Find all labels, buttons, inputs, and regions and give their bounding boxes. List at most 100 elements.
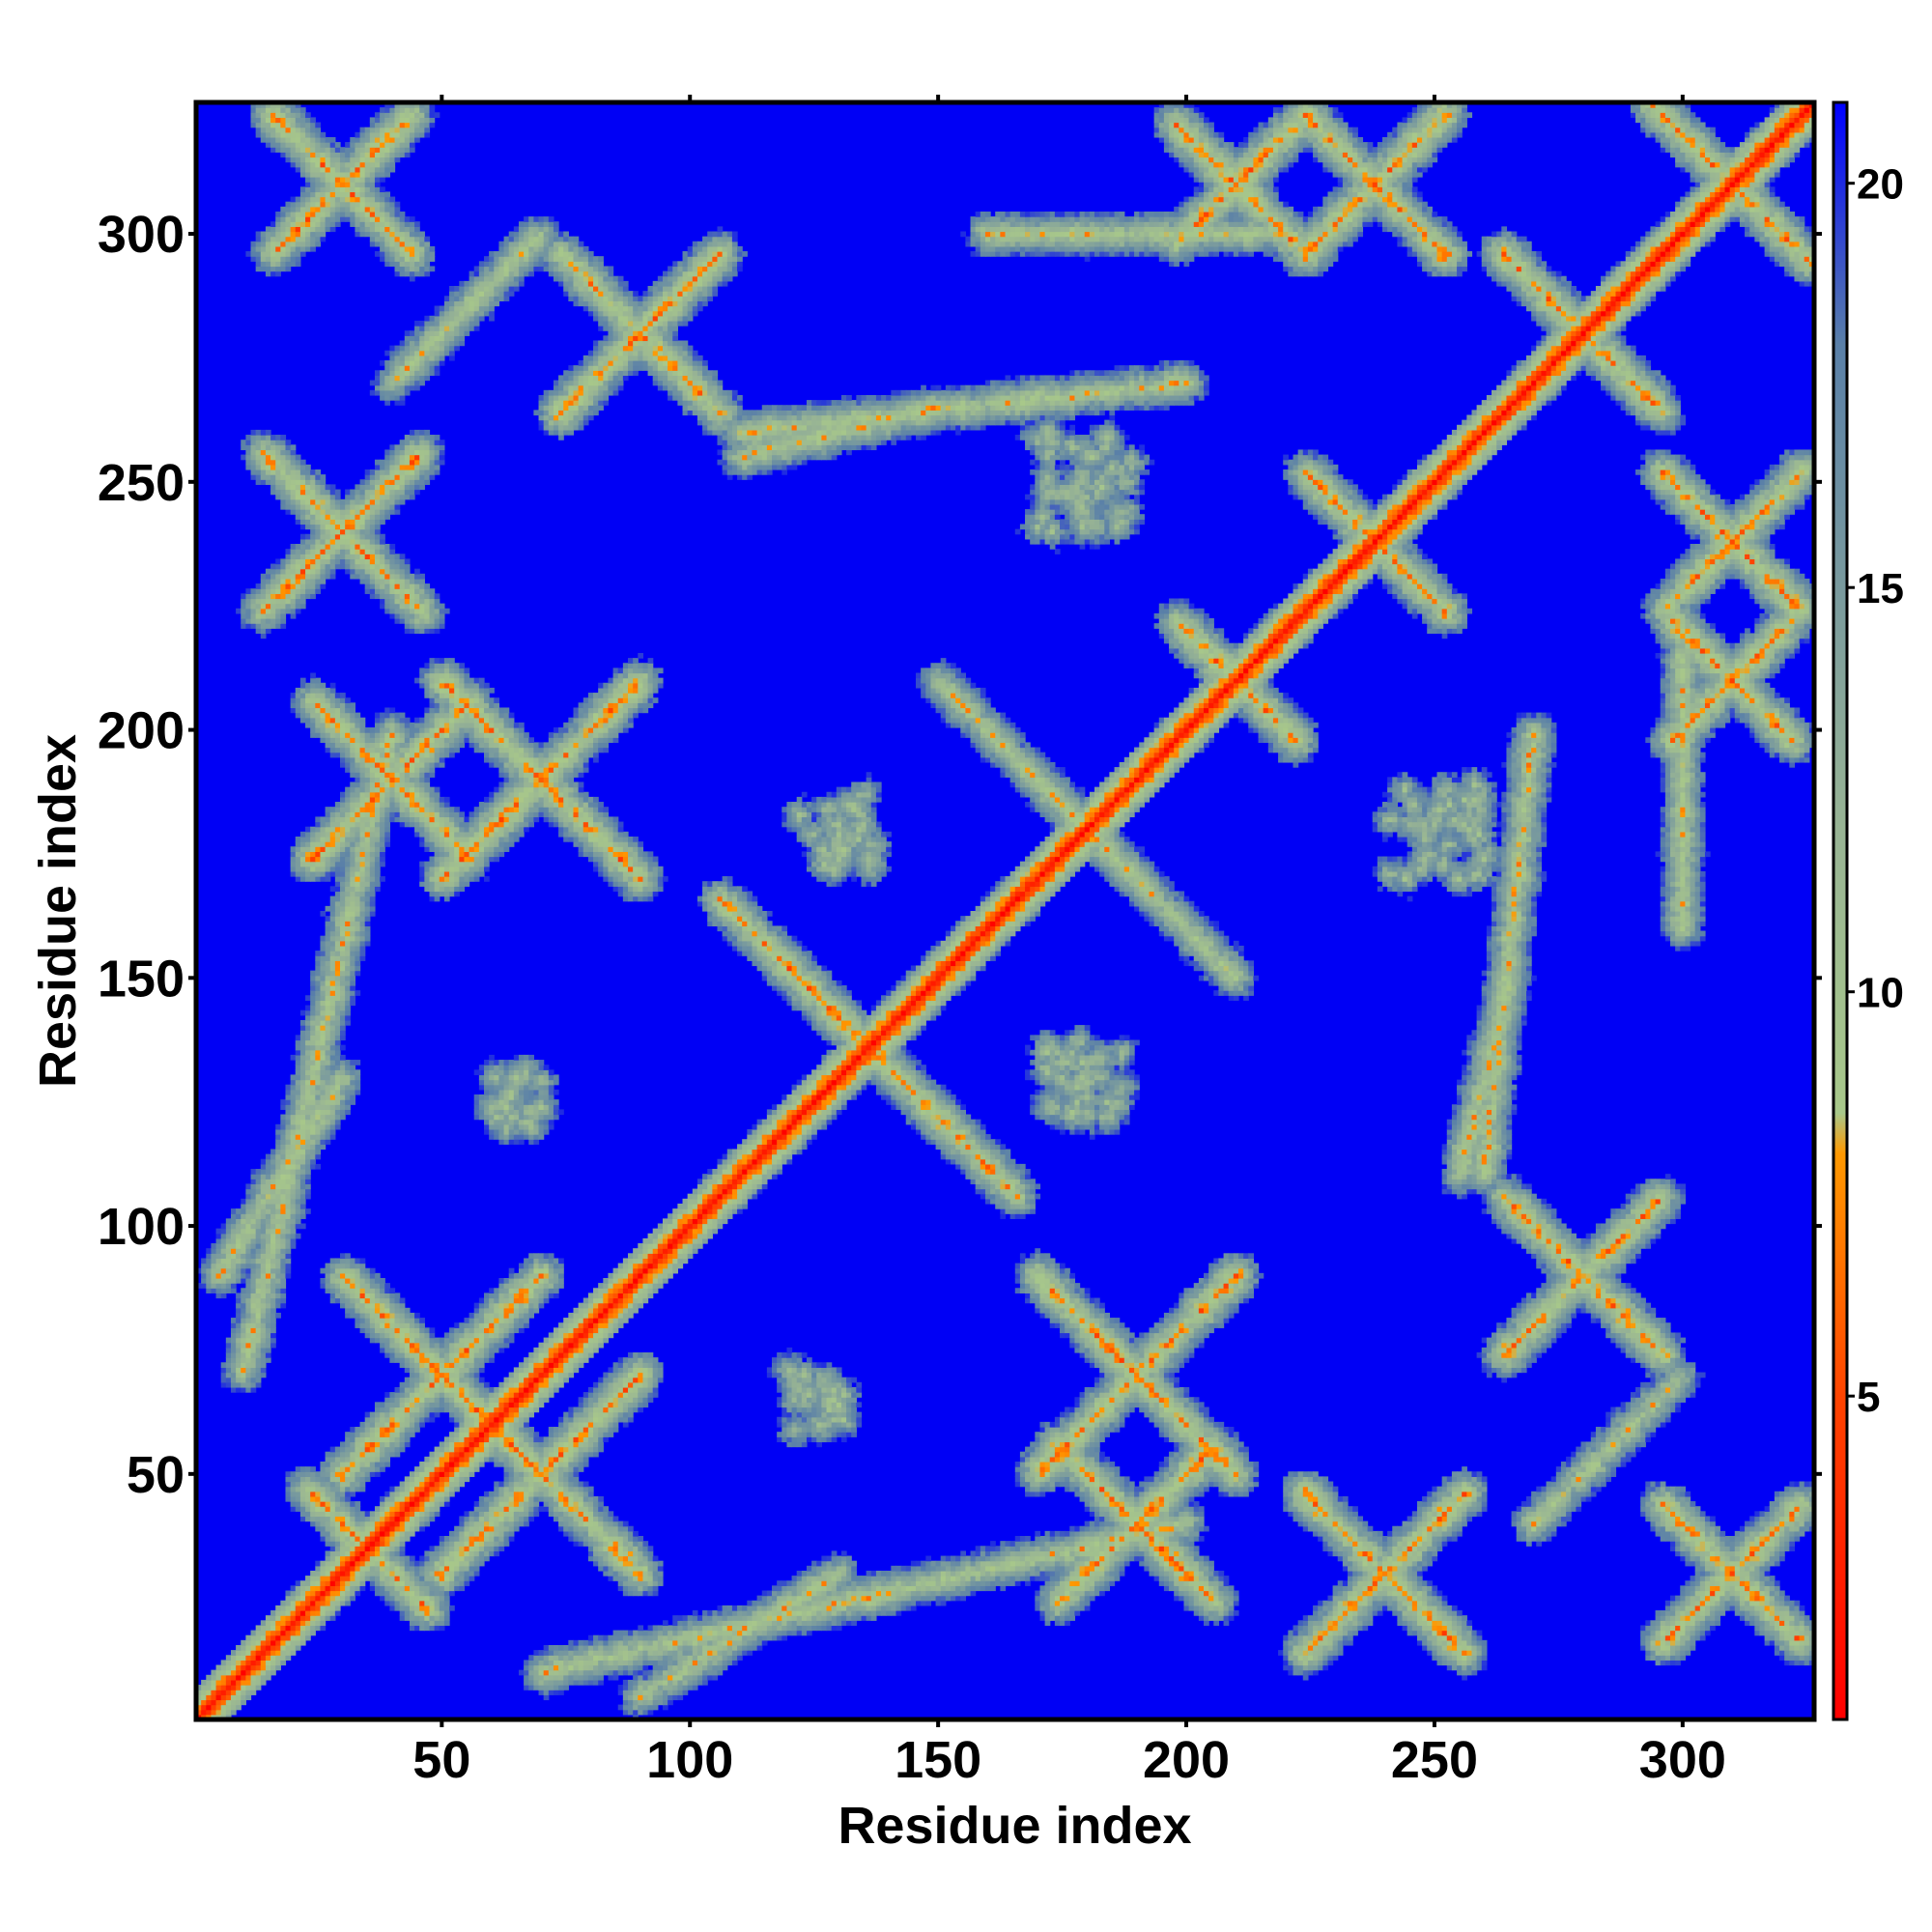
heatmap-cell bbox=[662, 1669, 668, 1676]
heatmap-cell bbox=[1745, 1590, 1750, 1597]
heatmap-cell bbox=[518, 1511, 525, 1518]
heatmap-cell bbox=[1049, 1610, 1056, 1616]
heatmap-cell bbox=[603, 1560, 610, 1567]
heatmap-cell bbox=[513, 1511, 520, 1518]
heatmap-cell bbox=[1123, 1536, 1130, 1542]
heatmap-cell bbox=[925, 1570, 932, 1577]
heatmap-cell bbox=[568, 1511, 575, 1518]
heatmap-cell bbox=[870, 1570, 877, 1577]
heatmap-cell bbox=[1049, 1605, 1056, 1611]
heatmap-cell bbox=[1520, 1536, 1527, 1542]
heatmap-cell bbox=[334, 1546, 341, 1552]
heatmap-cell bbox=[1664, 1625, 1671, 1632]
heatmap-cell bbox=[1307, 1644, 1314, 1651]
heatmap-cell bbox=[1675, 1625, 1681, 1632]
heatmap-cell bbox=[578, 1541, 584, 1547]
heatmap-cell bbox=[329, 1536, 336, 1542]
heatmap-cell bbox=[355, 1590, 361, 1597]
heatmap-cell bbox=[975, 1585, 981, 1592]
heatmap-cell bbox=[310, 1511, 316, 1518]
heatmap-cell bbox=[702, 1674, 708, 1681]
heatmap-cell bbox=[1348, 1525, 1353, 1532]
heatmap-cell bbox=[796, 1570, 803, 1577]
heatmap-cell bbox=[1158, 1541, 1165, 1547]
heatmap-cell bbox=[334, 1580, 341, 1586]
heatmap-cell bbox=[1436, 1506, 1443, 1512]
heatmap-cell bbox=[766, 1605, 773, 1611]
heatmap-cell bbox=[1422, 1610, 1428, 1616]
heatmap-cell bbox=[1520, 1525, 1527, 1532]
heatmap-cell bbox=[1089, 1511, 1095, 1518]
heatmap-cell bbox=[791, 1630, 798, 1636]
heatmap-cell bbox=[1411, 1541, 1418, 1547]
heatmap-cell bbox=[801, 1600, 808, 1606]
heatmap-cell bbox=[1441, 1620, 1448, 1627]
heatmap-cell bbox=[1153, 1511, 1160, 1518]
heatmap-cell bbox=[1030, 1576, 1036, 1581]
heatmap-cell bbox=[1680, 1550, 1687, 1557]
heatmap-cell bbox=[429, 1585, 436, 1592]
heatmap-cell bbox=[548, 1655, 554, 1661]
heatmap-cell bbox=[905, 1590, 912, 1597]
heatmap-cell bbox=[633, 1550, 639, 1557]
heatmap-cell bbox=[731, 1644, 738, 1651]
heatmap-cell bbox=[1406, 1541, 1413, 1547]
heatmap-cell bbox=[1462, 1615, 1467, 1621]
heatmap-cell bbox=[910, 1576, 917, 1581]
heatmap-cell bbox=[1342, 1600, 1349, 1606]
heatmap-cell bbox=[921, 1576, 926, 1581]
heatmap-cell bbox=[1348, 1585, 1353, 1592]
heatmap-cell bbox=[930, 1595, 937, 1602]
heatmap-cell bbox=[633, 1685, 639, 1690]
heatmap-cell bbox=[374, 1511, 381, 1518]
heatmap-cell bbox=[1675, 1620, 1681, 1627]
heatmap-cell bbox=[846, 1580, 852, 1586]
heatmap-cell bbox=[1680, 1585, 1687, 1592]
heatmap-cell bbox=[1381, 1585, 1388, 1592]
heatmap-cell bbox=[1471, 1630, 1478, 1636]
heatmap-cell bbox=[345, 1555, 351, 1562]
heatmap-cell bbox=[350, 1580, 356, 1586]
heatmap-cell bbox=[633, 1555, 639, 1562]
heatmap-cell bbox=[1416, 1585, 1423, 1592]
heatmap-cell bbox=[1179, 1585, 1185, 1592]
heatmap-cell bbox=[1149, 1570, 1155, 1577]
heatmap-cell bbox=[1074, 1585, 1081, 1592]
heatmap-cell bbox=[1208, 1560, 1214, 1567]
heatmap-cell bbox=[1436, 1495, 1443, 1502]
heatmap-cell bbox=[1179, 1495, 1185, 1502]
heatmap-cell bbox=[236, 1690, 242, 1695]
heatmap-cell bbox=[1313, 1615, 1319, 1621]
heatmap-cell bbox=[747, 1639, 753, 1646]
heatmap-cell bbox=[1183, 1565, 1190, 1572]
heatmap-cell bbox=[1387, 1555, 1393, 1562]
heatmap-cell bbox=[225, 1660, 232, 1666]
heatmap-cell bbox=[1650, 1655, 1657, 1661]
heatmap-cell bbox=[1436, 1615, 1443, 1621]
heatmap-cell bbox=[1188, 1536, 1195, 1542]
heatmap-cell bbox=[638, 1704, 644, 1711]
heatmap-cell bbox=[1372, 1560, 1378, 1567]
heatmap-cell bbox=[1402, 1565, 1408, 1572]
heatmap-cell bbox=[1367, 1565, 1374, 1572]
heatmap-cell bbox=[1337, 1605, 1344, 1611]
heatmap-cell bbox=[1302, 1655, 1309, 1661]
heatmap-cell bbox=[1094, 1550, 1100, 1557]
heatmap-cell bbox=[1183, 1580, 1190, 1586]
heatmap-cell bbox=[424, 1520, 431, 1527]
heatmap-cell bbox=[628, 1650, 634, 1656]
heatmap-cell bbox=[1784, 1530, 1790, 1537]
heatmap-cell bbox=[250, 1630, 257, 1636]
heatmap-cell bbox=[563, 1669, 569, 1676]
heatmap-cell bbox=[1094, 1560, 1100, 1567]
heatmap-cell bbox=[419, 1585, 425, 1592]
heatmap-cell bbox=[548, 1650, 554, 1656]
heatmap-cell bbox=[369, 1585, 376, 1592]
heatmap-cell bbox=[1779, 1639, 1785, 1646]
heatmap-cell bbox=[628, 1685, 634, 1690]
heatmap-cell bbox=[647, 1585, 654, 1592]
heatmap-cell bbox=[528, 1501, 534, 1507]
heatmap-cell bbox=[1774, 1495, 1780, 1502]
heatmap-cell bbox=[394, 1590, 401, 1597]
heatmap-cell bbox=[731, 1630, 738, 1636]
